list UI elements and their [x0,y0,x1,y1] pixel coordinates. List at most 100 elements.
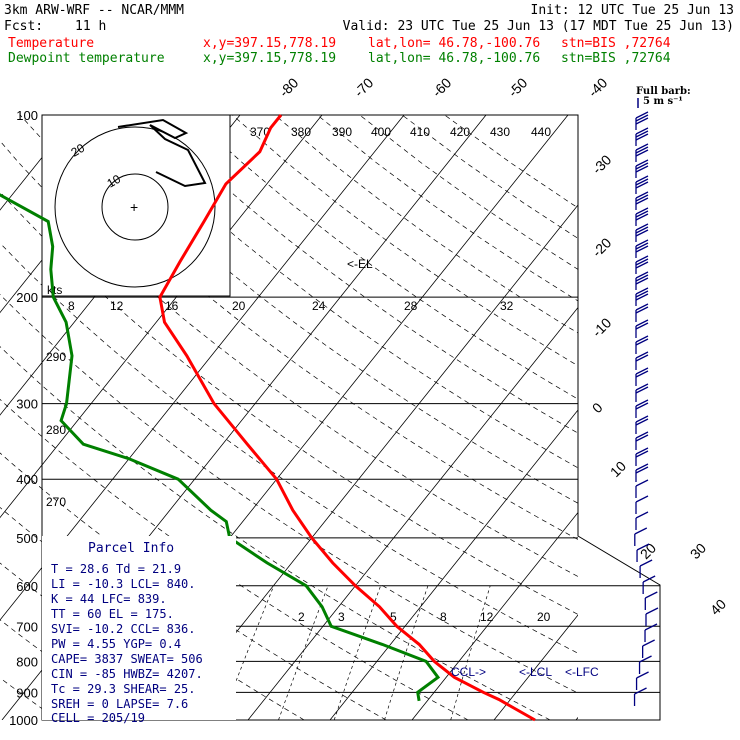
theta-label: 400 [371,125,391,139]
wind-barb-flag [635,418,649,426]
wind-barb-flag [635,197,649,205]
temperature-tick-label: -80 [276,74,302,100]
temperature-tick-label: -30 [589,151,615,177]
wind-barb-flag [644,623,658,631]
dry-adiabat-line [401,115,578,239]
speed-label: 28 [404,299,418,313]
wind-barb-flag [635,229,649,237]
temperature-tick-label: 20 [637,540,659,562]
mixing-ratio-labels: 2 3 5 8 12 20 [298,610,551,624]
wind-barb-flag [635,463,649,471]
isotherm-line [165,204,578,720]
wind-barb-flag [635,226,649,234]
model-title: 3km ARW-WRF -- NCAR/MMM [4,3,185,18]
wind-barb-flag [639,559,653,567]
dry-adiabat-line [232,115,578,367]
wind-barb-flag [635,306,649,314]
speed-label: 16 [165,299,179,313]
dry-adiabat-line [62,115,578,504]
hodograph-frame [41,114,231,297]
parcel-info-row: CELL = 205/19 [51,711,145,725]
parcel-info-row: K = 44 LFC= 839. [51,592,167,606]
parcel-info-row: CAPE= 3837 SWEAT= 506 [51,652,203,666]
wind-barb-flag [635,127,649,135]
wind-barb-flag [635,261,649,269]
isotherm-line [247,306,578,720]
pressure-tick-label: 900 [16,685,38,700]
theta-label: 280 [46,423,66,437]
wind-barb-flag [635,367,649,375]
wind-barb-flag [635,271,649,279]
hodograph-inset: + 20 10 kts [41,114,231,297]
forecast-hour: 11 h [75,19,107,34]
temperature-profile-line [158,114,536,722]
el-marker: <-EL [347,257,373,271]
wind-barb-flag [635,274,649,282]
wind-barb-flag [635,114,649,122]
temperature-station: stn=BIS ,72764 [561,36,671,51]
isotherm-line [0,115,405,621]
wind-barb-flag [635,319,649,327]
wind-barbs [633,111,659,706]
temperature-tick-label: -70 [351,74,377,100]
wind-barb-flag [635,213,649,221]
wind-barb-flag [634,687,647,695]
theta-label: 430 [490,125,510,139]
isotherm-line [411,511,578,720]
hodograph-ring-inner [101,173,169,241]
dewpoint-station: stn=BIS ,72764 [561,51,671,66]
temperature-tick-label: 40 [707,596,729,618]
wind-barb-flag [635,162,649,170]
mixing-ratio-label: 12 [480,610,494,624]
dry-adiabat-line [0,191,578,615]
dry-adiabat-line [189,115,578,400]
temperature-axis-labels: -80 -70 -60 -50 -40 -30 -20 -10 0 10 20 30 40 [276,74,729,618]
hodograph-ring-label-10: 10 [105,172,124,191]
wind-barb-flag [635,210,649,218]
isotherm-line [0,115,323,519]
wind-barb-flag [635,431,649,439]
wind-barb-flag [635,165,649,173]
lfc-marker: <-LFC [565,665,599,679]
mixing-ratio-label: 20 [537,610,551,624]
wind-barb-flag [635,159,649,167]
wind-barb-flag [635,293,649,301]
wind-barb-flag [635,303,649,311]
pressure-tick-label: 500 [16,531,38,546]
wind-barb-flag [635,191,649,199]
pressure-tick-label: 1000 [9,713,38,728]
mixing-ratio-line [384,585,429,720]
temperature-tick-label: 30 [687,540,709,562]
speed-label: 24 [312,299,326,313]
mixing-ratio-line [333,585,381,720]
parcel-info-row: SVI= -10.2 CCL= 836. [51,622,196,636]
pressure-tick-label: 400 [16,472,38,487]
wind-barb-flag [635,351,649,359]
wind-barb-flag [635,207,649,215]
pressure-tick-label: 100 [16,108,38,123]
speed-label: 20 [232,299,246,313]
parcel-info-row: LI = -10.3 LCL= 840. [51,577,196,591]
theta-label: 290 [46,350,66,364]
dewpoint-profile-line [0,193,441,702]
hodograph-speed-labels: 8 12 16 20 24 28 32 [68,299,514,313]
theta-label: 440 [531,125,551,139]
init-time: Init: 12 UTC Tue 25 Jun 13 [530,3,735,18]
temperature-tick-label: -50 [505,74,531,100]
mixing-ratio-label: 3 [338,610,345,624]
dry-adiabat-line [19,115,578,540]
theta-label: 270 [46,495,66,509]
forecast-label: Fcst: [4,19,44,34]
valid-time: Valid: 23 UTC Tue 25 Jun 13 (17 MDT Tue … [342,19,734,34]
hodograph-crosshair: + [130,199,138,215]
wind-barb-flag [635,290,649,298]
wind-barb-flag [642,639,655,647]
wind-legend-units: 5 m s⁻¹ [643,96,683,107]
wind-barb-flag [635,386,649,394]
wind-barb-flag [635,277,649,285]
hodograph-units: kts [47,283,62,297]
wind-legend-title: Full barb: [636,86,691,97]
mixing-ratio-label: 5 [390,610,397,624]
pressure-tick-label: 300 [16,397,38,412]
speed-label: 8 [68,299,75,313]
